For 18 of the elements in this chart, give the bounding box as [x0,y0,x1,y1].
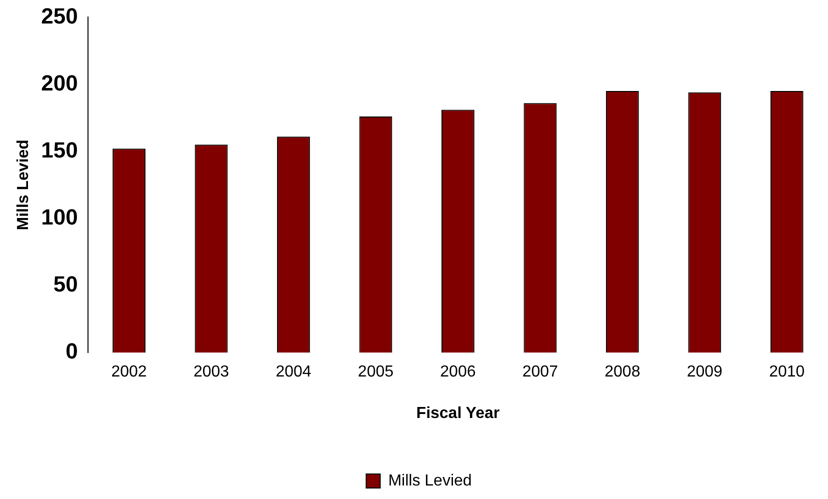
y-tick-label: 0 [66,338,78,364]
x-tick-label: 2005 [358,364,394,381]
x-tick-label: 2006 [440,364,476,381]
x-tick-label: 2002 [111,364,147,381]
x-tick-label: 2010 [769,364,805,381]
y-tick-label: 100 [41,204,78,230]
legend-label: Mills Levied [388,472,472,490]
y-tick-label: 250 [41,3,78,28]
x-tick-label: 2007 [522,364,558,381]
x-tick-label: 2009 [686,364,723,381]
y-tick-label: 200 [41,70,78,96]
x-tick-label: 2008 [604,364,640,381]
x-tick-label: 2003 [193,364,230,381]
y-axis-title: Mills Levied [15,140,32,230]
y-tick-label: 150 [41,137,78,162]
x-axis-title: Fiscal Year [416,404,500,422]
x-tick-label: 2004 [276,364,312,381]
y-tick-label: 50 [53,272,78,297]
